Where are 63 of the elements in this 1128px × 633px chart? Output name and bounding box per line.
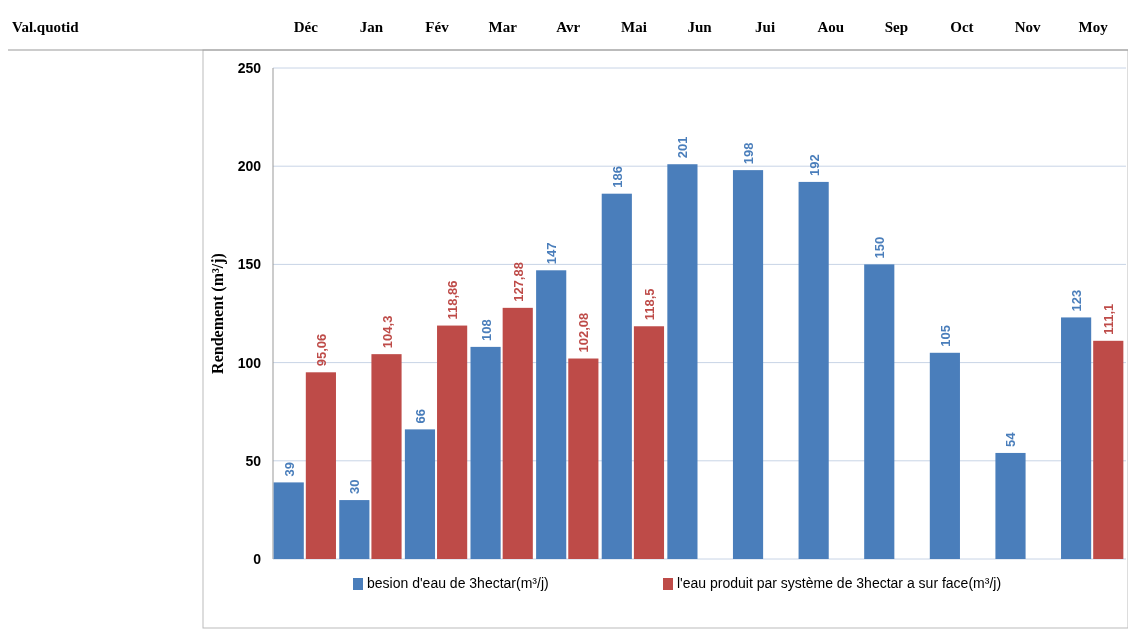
x-tick-label: Aou [817,19,845,35]
data-label: 66 [412,408,428,424]
bar [1061,317,1092,559]
legend-label: besion d'eau de 3hectar(m³/j) [367,575,549,591]
data-label: 102,08 [576,312,592,353]
y-tick-label: 150 [237,256,262,273]
data-label: 105 [937,325,953,347]
data-label: 54 [1003,431,1019,447]
bar [273,482,304,559]
bar [995,452,1026,559]
data-label: 111,1 [1101,303,1117,335]
data-label: 147 [544,242,560,265]
data-label: 127,88 [510,262,526,302]
data-label: 108 [478,319,494,341]
data-label: 30 [347,479,363,495]
y-axis-title: Rendement (m³/j) [209,253,227,374]
x-tick-label: Mar [488,19,518,35]
y-tick-label: 100 [237,354,262,371]
data-label: 95,06 [313,333,329,367]
data-label: 104,3 [379,315,395,349]
bar [371,354,402,559]
text: Val.quotid [12,19,80,35]
bar [667,164,698,559]
y-tick-label: 0 [253,551,262,567]
x-tick-label: Mai [620,19,647,35]
bar [502,307,533,559]
data-label: 186 [609,165,625,188]
data-label: 118,86 [445,280,461,320]
x-tick-label: Moy [1078,19,1109,35]
x-tick-label: Jun [687,19,713,35]
data-label: 39 [281,461,297,477]
bar [929,352,960,559]
bar [1093,340,1124,559]
data-label: 118,5 [641,288,657,321]
bar [470,346,501,559]
bar [568,358,599,559]
bar [732,170,764,559]
x-tick-label: Jui [755,19,776,35]
bar [305,372,336,559]
bar [339,500,370,559]
bar [437,325,468,559]
data-label: 201 [675,136,691,159]
x-tick-label: Jan [359,19,384,35]
data-label: 192 [806,154,822,176]
bar [864,264,895,559]
x-tick-label: Déc [293,19,319,35]
legend-label: l'eau produit par système de 3hectar a sur face(m³/j) [677,575,1002,591]
bar [798,181,829,559]
data-label: 198 [741,142,757,165]
y-tick-label: 200 [237,158,262,175]
x-tick-label: Sep [884,19,909,35]
x-tick-label: Nov [1014,19,1041,35]
y-tick-label: 250 [237,60,262,76]
y-tick-label: 50 [245,452,262,469]
bar [601,193,632,559]
data-label: 123 [1069,289,1085,312]
bar [536,270,567,559]
bar [633,326,665,559]
x-tick-label: Avr [556,19,581,35]
bar [404,429,436,559]
data-label: 150 [872,236,888,259]
x-tick-label: Fév [425,19,450,35]
x-tick-label: Oct [950,19,974,35]
